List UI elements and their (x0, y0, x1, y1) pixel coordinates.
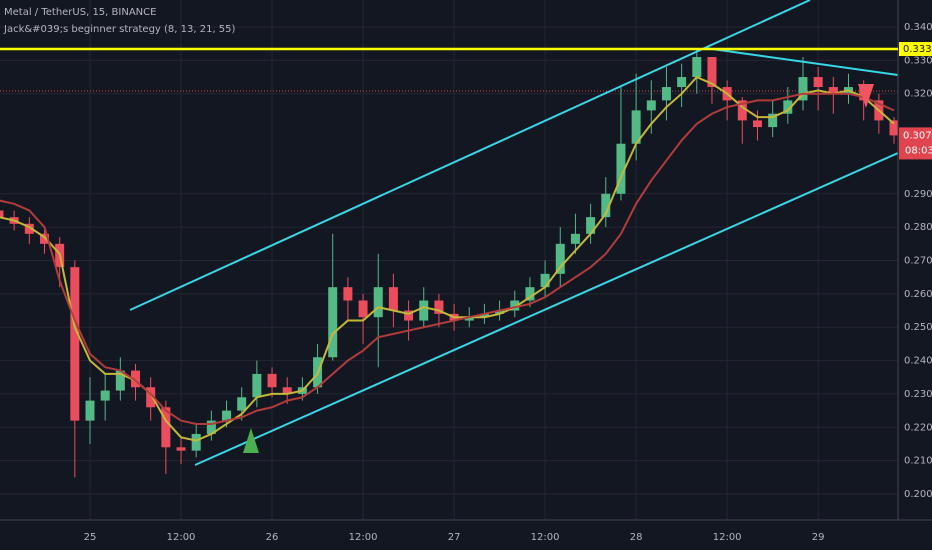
candle-body (510, 300, 520, 311)
candle-body (737, 100, 747, 121)
candle-body (131, 370, 141, 388)
candle-body (434, 300, 444, 314)
candle-body (404, 310, 414, 321)
x-tick-label: 12:00 (713, 532, 742, 543)
candle-body (85, 400, 95, 421)
moving-average (0, 92, 895, 425)
candle-body (206, 420, 216, 434)
candle-body (677, 77, 687, 88)
candle-body (419, 300, 429, 321)
x-tick-label: 12:00 (167, 532, 196, 543)
candle-body (798, 77, 808, 101)
candle-body (146, 387, 156, 408)
candle-body (768, 113, 778, 128)
candle-body (222, 410, 232, 421)
candle-body (752, 120, 762, 128)
candle-body (661, 87, 671, 101)
candle-body (525, 287, 535, 301)
trend-line (704, 47, 898, 76)
candle-body (39, 233, 49, 244)
last-price-label: 0.3075 (903, 130, 932, 141)
candle-body (616, 143, 626, 194)
candle-body (267, 373, 277, 388)
candle-body (176, 447, 186, 451)
candle-body (601, 193, 611, 218)
candle-body (328, 287, 338, 358)
x-tick-label: 25 (84, 532, 97, 543)
candle-body (783, 100, 793, 114)
candle-body (343, 287, 353, 301)
buy-signal (243, 428, 259, 453)
candle-body (586, 217, 596, 234)
candle-body (24, 223, 34, 234)
x-tick-label: 29 (812, 532, 825, 543)
candle-body (100, 390, 110, 401)
candle-body (555, 243, 565, 274)
candle-body (161, 407, 171, 448)
candle-body (115, 370, 125, 391)
resistance-label: 0.3334 (903, 44, 932, 55)
candle-body (828, 87, 838, 94)
candle-body (692, 57, 702, 78)
candle-body (70, 267, 80, 421)
candle-body (631, 110, 641, 144)
plot-area (0, 0, 898, 478)
candle-body (540, 273, 550, 288)
candle-body (252, 373, 262, 398)
y-tick-label: 0.3400 (904, 22, 932, 33)
candle-body (191, 433, 201, 451)
candle-body (237, 397, 247, 411)
resistance-label-bg (899, 42, 932, 57)
candle-body (707, 57, 717, 88)
x-tick-label: 26 (266, 532, 279, 543)
candle-body (464, 317, 474, 321)
candle-body (388, 287, 398, 311)
channel-upper (129, 0, 811, 311)
x-tick-label: 28 (630, 532, 643, 543)
candle-body (570, 233, 580, 244)
x-tick-label: 27 (448, 532, 461, 543)
sell-signal (858, 84, 874, 108)
candle-body (358, 300, 368, 318)
candle-body (373, 287, 383, 318)
candle-body (889, 120, 898, 136)
indicator-label: Jack&#039;s beginner strategy (8, 13, 21… (3, 24, 236, 35)
candle-body (646, 100, 656, 111)
candle-body (813, 77, 823, 88)
x-tick-label: 12:00 (531, 532, 560, 543)
candle-body (479, 313, 489, 318)
x-tick-label: 12:00 (349, 532, 378, 543)
countdown-label: 08:03 (905, 145, 932, 156)
chart-title: Metal / TetherUS, 15, BINANCE (4, 7, 156, 18)
channel-lower (194, 152, 898, 466)
candle-body (0, 210, 4, 218)
candle-body (282, 387, 292, 394)
candle-body (495, 310, 505, 314)
last-price-bg (899, 127, 932, 160)
